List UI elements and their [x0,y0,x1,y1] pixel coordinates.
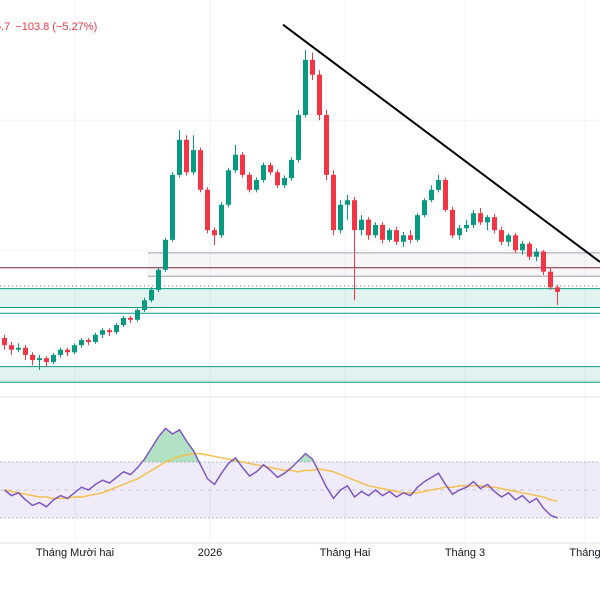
candlestick [268,165,273,173]
zones-layer [0,252,600,383]
candlestick [107,330,112,333]
candlestick [422,200,427,216]
candlestick [16,347,21,350]
candlestick [142,300,147,311]
candlestick [184,139,189,173]
candlestick [506,235,511,242]
candlestick [499,230,504,242]
candlestick [380,224,385,240]
candlestick [359,219,364,231]
candlestick [240,154,245,175]
candlestick [86,339,91,342]
candlestick [100,330,105,335]
candlestick [205,189,210,231]
candlestick [436,180,441,190]
rsi-line [4,427,558,519]
candlestick [219,204,224,236]
candlestick [331,174,336,231]
rsi-pane [0,396,600,519]
candles-layer [2,50,560,370]
descending-trendline[interactable] [282,23,600,263]
candlestick [163,239,168,270]
support-zone[interactable] [0,366,600,383]
candlestick [492,217,497,231]
candlestick [114,325,119,333]
candlestick [324,115,329,175]
candlestick [65,349,70,353]
candlestick [534,251,539,257]
candlestick [541,251,546,272]
time-axis-label: Tháng [569,547,600,559]
candlestick [212,230,217,236]
candlestick [450,209,455,236]
time-axis-label: Tháng Hai [320,547,371,559]
ticker-change-text: −103.8 (−5.27%) [15,21,98,33]
time-axis-label: 2026 [198,547,222,559]
candlestick [555,287,560,292]
candlestick [2,338,7,346]
time-axis-label: Tháng 3 [445,547,485,559]
candlestick [79,339,84,346]
candlestick [464,224,469,229]
candlestick [233,154,238,171]
candlestick [37,358,42,361]
candlestick [296,115,301,160]
candlestick [247,174,252,190]
time-axis[interactable]: Tháng Mười hai 2026 Tháng Hai Tháng 3 Tháng [0,542,600,559]
candlestick [513,235,518,251]
candlestick [387,230,392,240]
candlestick [93,334,98,342]
candlestick [478,213,483,223]
candlestick [401,235,406,242]
candlestick [72,345,77,353]
candlestick [317,74,322,116]
candlestick [303,59,308,116]
candlestick [261,165,266,181]
candlestick [254,180,259,190]
candlestick [429,189,434,201]
candlestick [443,180,448,210]
candlestick [58,349,63,355]
rsi-ma-line [4,452,558,502]
candlestick [149,289,154,301]
candlestick [408,235,413,240]
candlestick [415,215,420,240]
candlestick [352,200,357,231]
candlestick [128,317,133,320]
candlestick [527,243,532,257]
candlestick [44,358,49,363]
candlestick [135,310,140,320]
candlestick [9,345,14,350]
candlestick [177,139,182,175]
resistance-zone[interactable] [148,252,600,277]
candlestick [394,230,399,242]
candlestick [121,317,126,325]
candlestick [156,269,161,290]
candlestick [51,354,56,363]
candlestick [373,224,378,236]
candlestick [275,172,280,186]
candlestick [198,150,203,190]
candlestick [338,204,343,231]
candlestick [191,150,196,173]
candlestick [366,219,371,236]
candlestick [30,354,35,361]
candlestick [345,200,350,205]
candlestick [310,59,315,75]
candlestick [226,170,231,205]
candlestick [471,213,476,225]
candlestick [520,243,525,251]
support-zone[interactable] [0,288,600,308]
candlestick [282,178,287,186]
ticker-change-readout: 5.7 −103.8 (−5.27%) [0,21,97,33]
ticker-price-fragment: 5.7 [0,21,11,33]
candlestick [548,271,553,288]
candlestick [170,174,175,240]
candlestick [23,347,28,355]
candlestick [485,217,490,223]
candlestick [289,159,294,179]
candlestick [457,228,462,236]
time-axis-label: Tháng Mười hai [36,547,114,559]
